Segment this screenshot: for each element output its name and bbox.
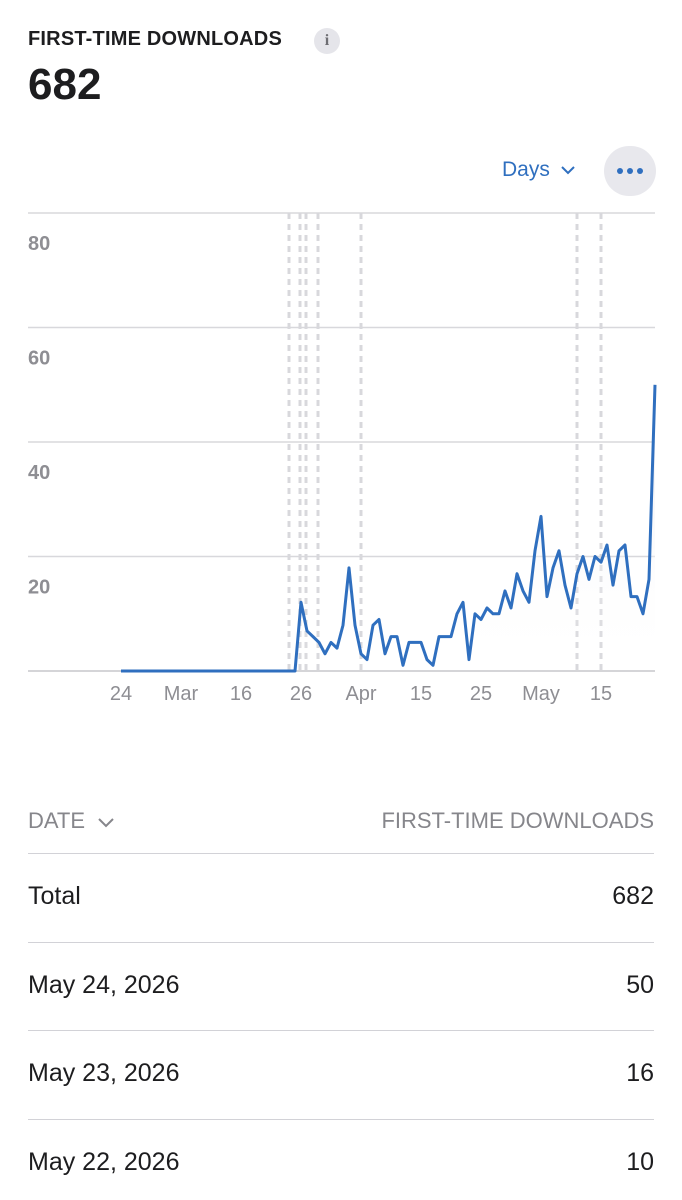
x-tick-label: 15	[410, 683, 432, 705]
more-button[interactable]	[604, 146, 656, 196]
chart: 20 40 60 80 24 Mar 16 26 Apr 15 25 May 15	[28, 212, 657, 705]
row-date: May 24, 2026	[28, 970, 180, 999]
x-tick-label: Mar	[164, 683, 199, 705]
period-label: Days	[502, 158, 550, 181]
info-button[interactable]: i	[314, 28, 340, 54]
x-tick-label: 16	[230, 683, 252, 705]
table-row: May 24, 2026 50	[28, 941, 654, 1031]
table-row: May 22, 2026 10	[28, 1118, 654, 1200]
x-tick-label: 15	[590, 683, 612, 705]
table-row: Total 682	[28, 853, 654, 942]
period-selector[interactable]: Days	[502, 158, 576, 182]
y-tick-label: 20	[28, 577, 50, 599]
row-value: 16	[626, 1059, 654, 1087]
chevron	[560, 166, 575, 175]
column-header: DATE	[28, 808, 86, 833]
metric-value: 682	[28, 60, 102, 109]
y-tick-label: 80	[28, 233, 50, 255]
table-row: May 23, 2026 16	[28, 1030, 654, 1119]
row-date: May 23, 2026	[28, 1059, 180, 1087]
area-fill	[121, 384, 655, 671]
row-value: 682	[612, 882, 654, 910]
row-value: 10	[626, 1147, 654, 1176]
row-date: Total	[28, 882, 81, 910]
y-tick-label: 40	[28, 462, 50, 484]
x-tick-label: May	[522, 683, 560, 705]
line	[121, 384, 657, 673]
x-tick-label: 25	[470, 683, 492, 705]
x-tick-label: 24	[110, 683, 132, 705]
chevron	[98, 818, 114, 828]
date-sort[interactable]: DATE	[28, 808, 115, 834]
more-icon	[617, 168, 643, 174]
y-tick-label: 60	[28, 348, 50, 370]
metric-title: FIRST-TIME DOWNLOADS	[28, 28, 282, 50]
row-value: 50	[626, 970, 654, 999]
x-tick-label: Apr	[345, 683, 376, 705]
column-header: FIRST-TIME DOWNLOADS	[381, 808, 654, 833]
x-tick-label: 26	[290, 683, 312, 705]
row-date: May 22, 2026	[28, 1147, 180, 1176]
